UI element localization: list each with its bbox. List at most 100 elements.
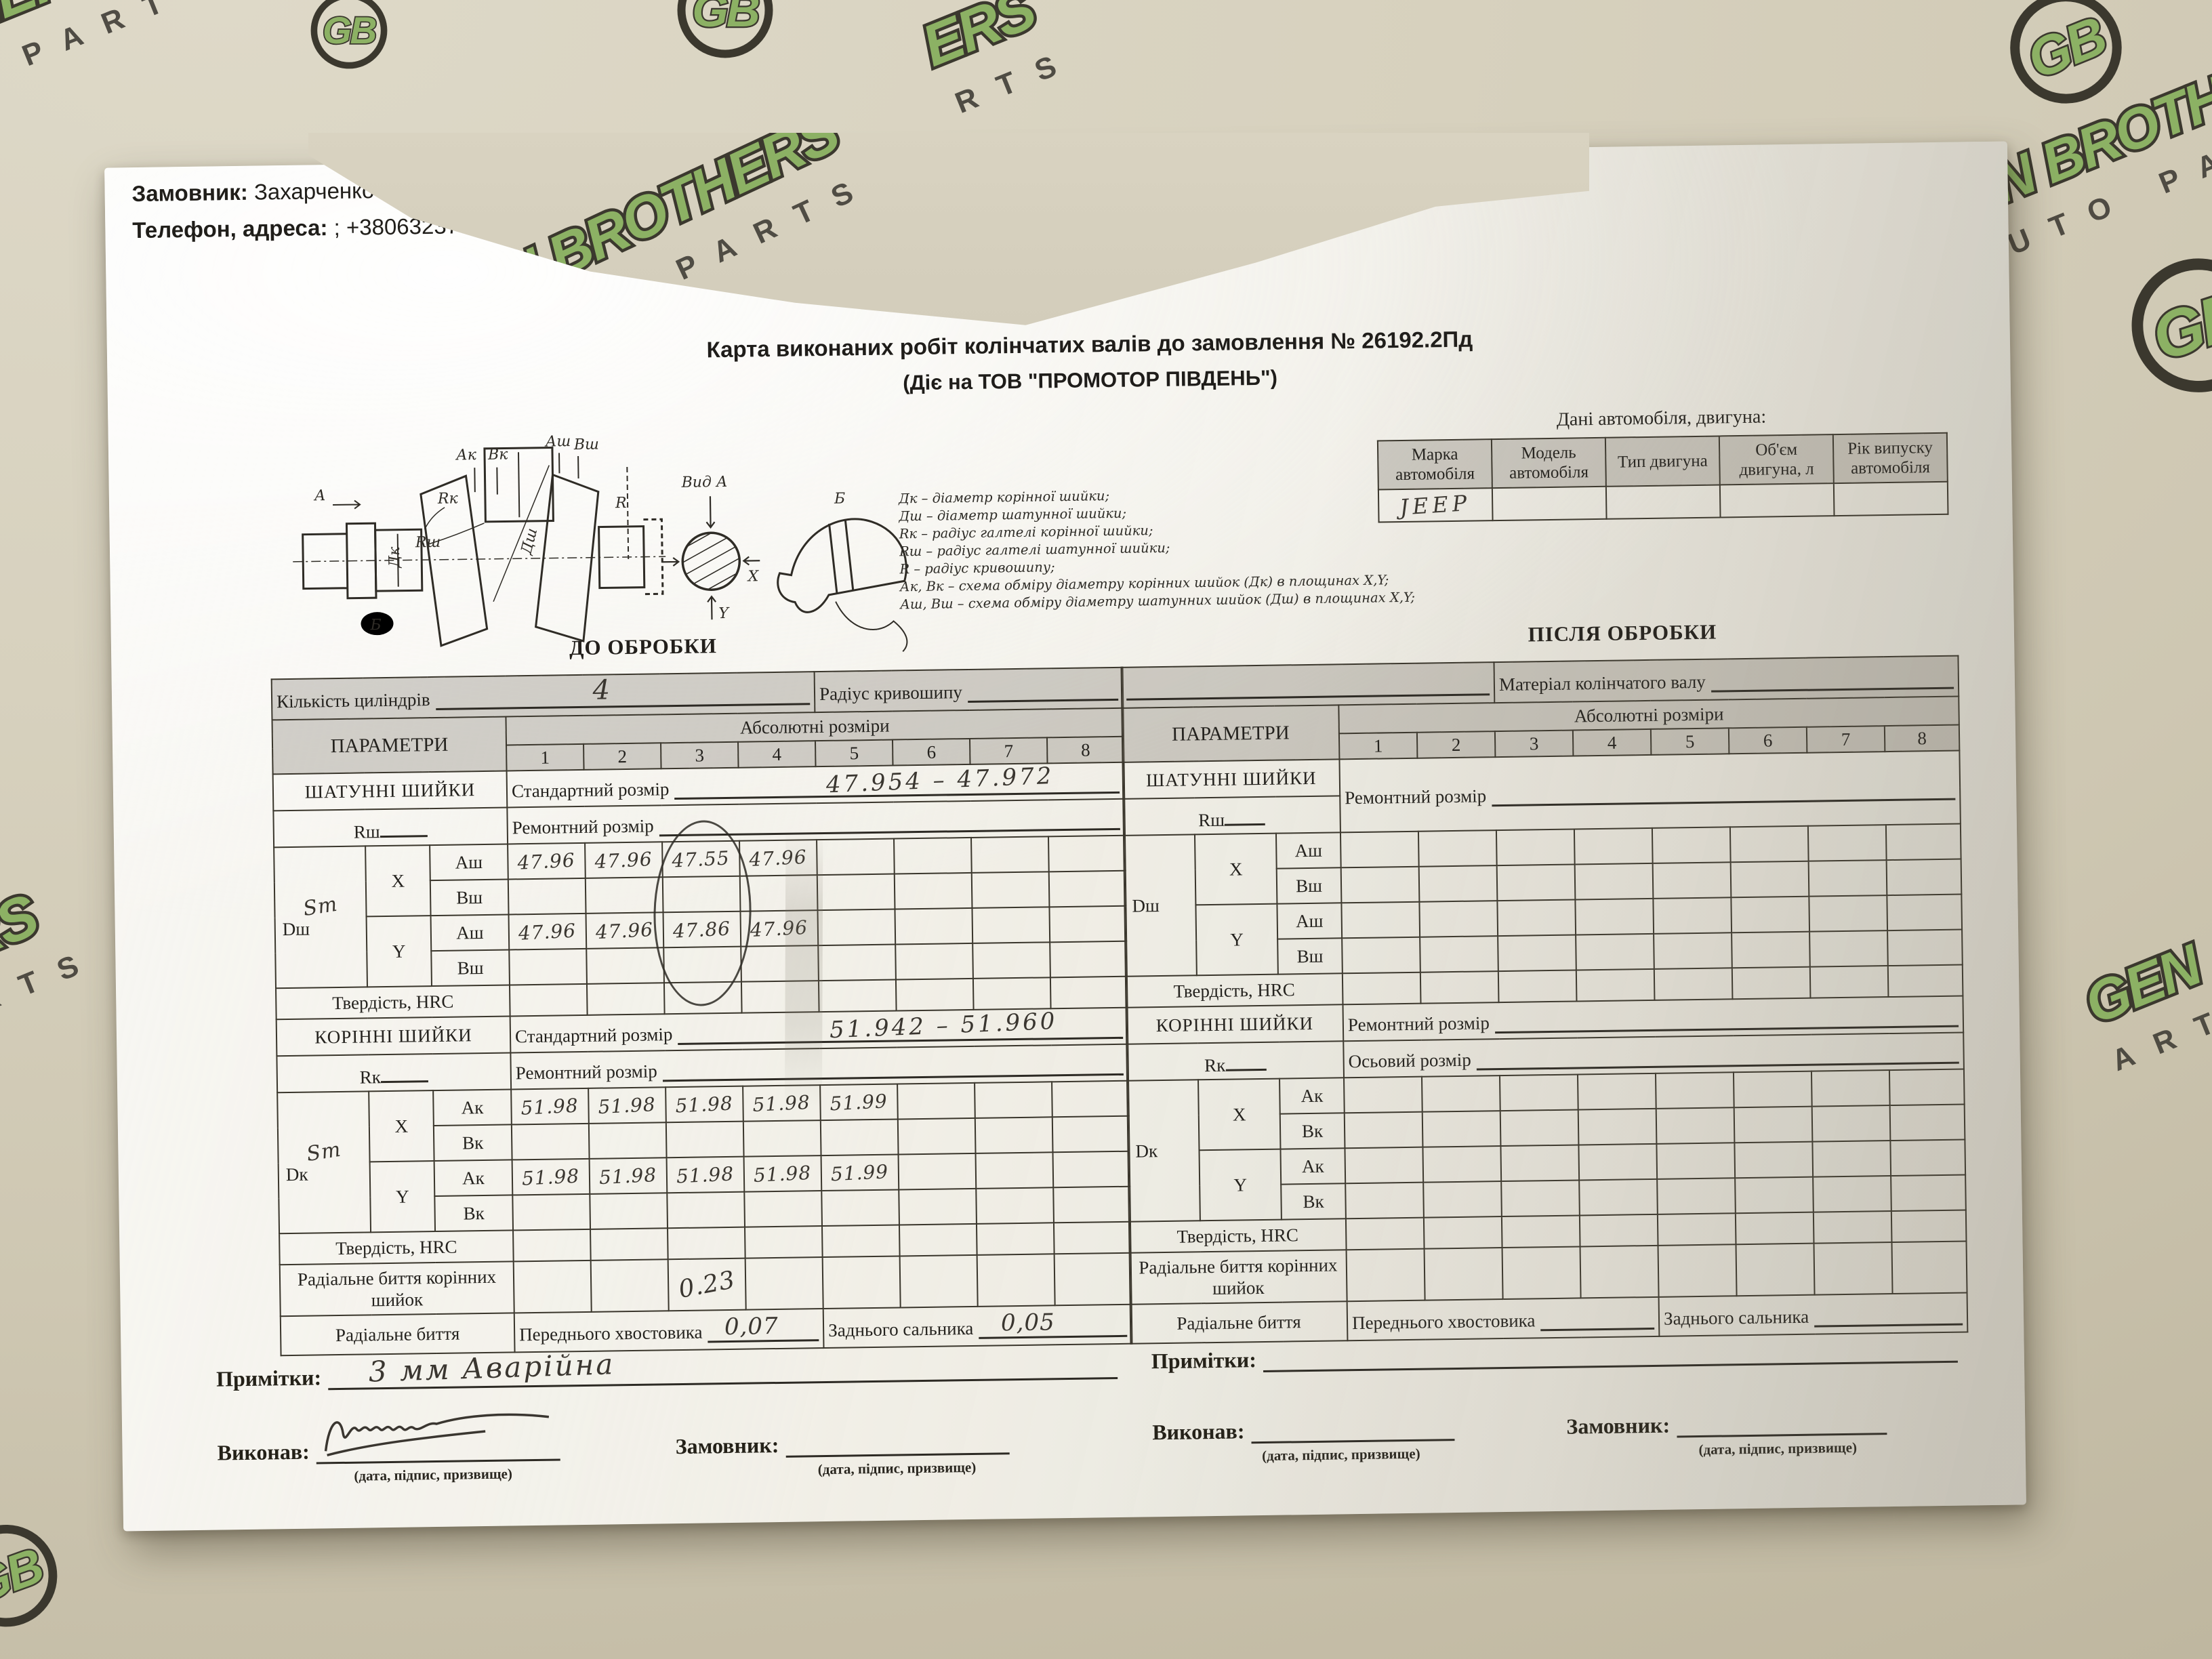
measure-cell — [1052, 1080, 1129, 1118]
measure-cell — [1501, 1180, 1580, 1217]
measure-cell: 51.99 — [821, 1154, 899, 1191]
signature-caption: (дата, підпис, призвище) — [1261, 1445, 1420, 1465]
measure-cell: 51.98 — [666, 1156, 745, 1193]
dsh-cell: Dш — [1123, 834, 1197, 977]
measure-cell — [1891, 1174, 1966, 1212]
svg-text:GB: GB — [323, 9, 376, 52]
after-table: Матеріал колінчатого валу ПАРАМЕТРИ Абсо… — [1121, 655, 1969, 1345]
signature — [324, 1413, 550, 1456]
gb-logo-partial-bottom: GB — [0, 1507, 77, 1649]
phone-label: Телефон, адреса: — [132, 215, 328, 243]
measure-cell — [1050, 941, 1128, 978]
repair-size-label: Ремонтний розмір — [1345, 785, 1487, 808]
rk-label: Rк — [1204, 1054, 1226, 1076]
measure-cell — [1422, 1111, 1501, 1147]
measure-cell — [1496, 864, 1576, 901]
material-label: Матеріал колінчатого валу — [1498, 671, 1706, 695]
crank-radius-label: Радіус кривошипу — [819, 681, 963, 704]
measure-cell — [1340, 831, 1419, 868]
handwritten-rear-runout: 0,05 — [1000, 1308, 1055, 1336]
col-header-8: 8 — [1884, 724, 1960, 752]
hardness-cell — [822, 1225, 900, 1258]
gb-logo-partial-2: GB — [674, 0, 776, 64]
dk-cell: Dк — [1127, 1080, 1200, 1222]
measure-cell: 47.96 — [508, 913, 587, 950]
measure-cell — [971, 836, 1049, 873]
hardness-cell — [1054, 1221, 1131, 1254]
measure-cell — [1887, 929, 1963, 966]
measure-cell — [1500, 1074, 1578, 1111]
measure-cell — [1811, 1105, 1891, 1142]
measure-cell — [1813, 1176, 1891, 1212]
measure-cell — [1344, 1111, 1423, 1149]
runout-cell — [1891, 1241, 1967, 1294]
cylinders-label: Кількість циліндрів — [276, 689, 430, 712]
svg-text:Y: Y — [718, 605, 730, 622]
hardness-cell — [1887, 964, 1963, 998]
measure-cell — [1656, 1143, 1736, 1179]
runout-cell — [822, 1256, 901, 1309]
measure-cell — [895, 907, 973, 945]
measure-cell — [1653, 897, 1732, 934]
svg-text:Аш: Аш — [544, 433, 571, 451]
car-engine-volume-cell — [1719, 483, 1835, 518]
runout-row-label: Радіальне биття — [1130, 1301, 1348, 1344]
col-header-6: 6 — [1728, 726, 1807, 754]
ash-label: Аш — [1277, 903, 1343, 939]
measure-cell — [1807, 825, 1887, 861]
y-plane-label: Y — [1199, 1149, 1282, 1221]
runout-cell — [590, 1259, 669, 1312]
gb-logo-partial-1: GB — [308, 0, 390, 75]
hardness-cell — [1423, 1216, 1502, 1249]
measure-cell — [1732, 931, 1810, 968]
rear-seal-label: Заднього сальника — [1663, 1306, 1809, 1329]
measure-cell — [590, 1193, 668, 1229]
measure-cell — [1652, 827, 1731, 863]
measure-cell — [972, 907, 1050, 943]
measure-cell — [1340, 866, 1420, 903]
hardness-cell — [1345, 1217, 1425, 1250]
gb-logo-icon: GB — [1989, 0, 2145, 128]
measure-cell — [821, 1189, 900, 1227]
measure-cell — [1812, 1141, 1891, 1177]
ash-label: Аш — [430, 914, 510, 951]
measure-cell — [1733, 1071, 1812, 1108]
measure-cell — [1345, 1182, 1424, 1219]
measure-cell — [667, 1191, 745, 1229]
rod-journals-section: ШАТУННІ ШИЙКИ — [272, 771, 508, 811]
runout-cell: 0.23 — [668, 1258, 746, 1311]
watermark-right-edge: GEN ARTS — [2069, 895, 2212, 1081]
hardness-cell — [1891, 1210, 1967, 1243]
vk-label: Вк — [434, 1195, 514, 1232]
footer-left: Примітки: 3 мм Аварійна Виконав: (дата, … — [216, 1347, 1119, 1487]
measure-cell — [898, 1153, 977, 1190]
measure-cell — [1498, 935, 1576, 972]
notes-label: Примітки: — [1151, 1347, 1257, 1374]
signature-caption: (дата, підпис, призвище) — [354, 1465, 513, 1484]
svg-text:Вш: Вш — [573, 436, 599, 454]
main-journals-section: КОРІННІ ШИЙКИ — [276, 1016, 511, 1057]
hardness-cell — [513, 1229, 591, 1262]
measure-cell — [1574, 863, 1654, 900]
crank-radius-cell: Радіус кривошипу — [814, 667, 1124, 713]
cylinders-cell: Кількість циліндрів 4 — [271, 672, 815, 720]
measure-cell — [1496, 829, 1575, 866]
measure-cell — [1731, 896, 1810, 933]
runout-cell — [1346, 1248, 1425, 1302]
measure-cell — [1886, 859, 1962, 896]
measure-cell — [1344, 1076, 1422, 1113]
car-engine-type-cell — [1605, 485, 1721, 519]
measure-cell — [1890, 1139, 1966, 1176]
hardness-cell — [1579, 1214, 1658, 1247]
col-header-7: 7 — [1806, 726, 1885, 753]
handwritten-front-runout: 0,07 — [724, 1312, 779, 1340]
measure-cell — [511, 1123, 590, 1160]
hardness-cell — [586, 983, 665, 1015]
rsh-label: Rш — [353, 821, 380, 842]
gb-logo-icon: GB — [310, 0, 388, 69]
measure-cell — [1576, 933, 1654, 970]
car-brand-cell: JEEP — [1378, 488, 1493, 523]
col-header-2: 2 — [1416, 731, 1496, 758]
measure-cell: 51.98 — [589, 1158, 668, 1194]
svg-text:GB: GB — [692, 0, 759, 37]
